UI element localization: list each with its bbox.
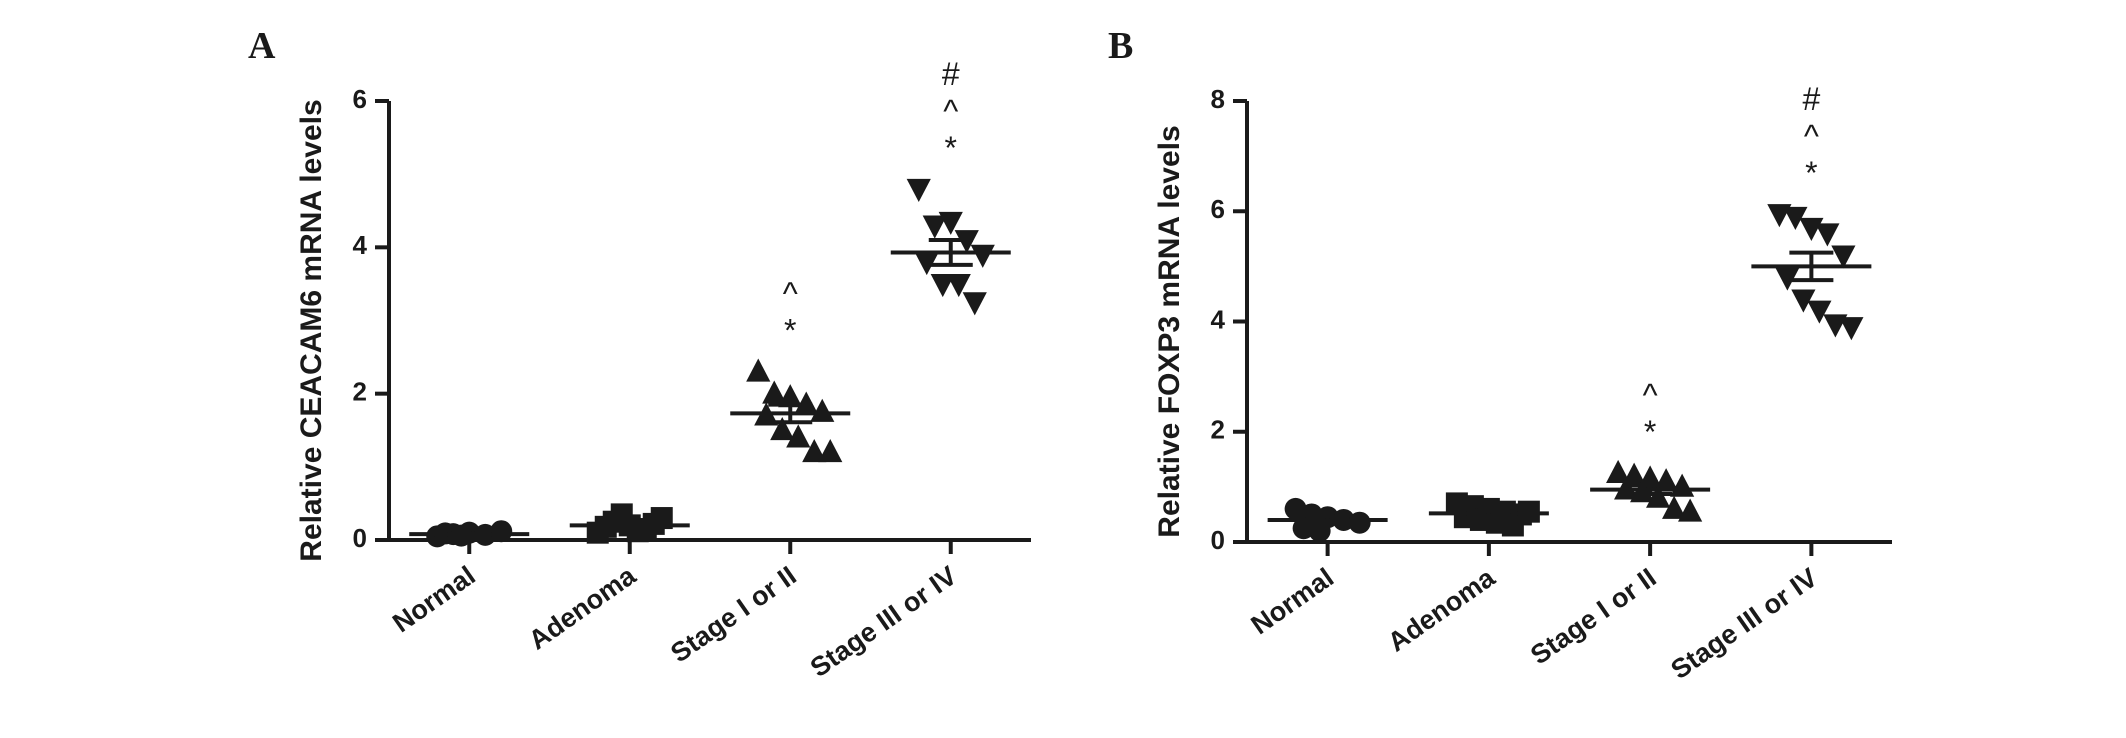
point	[802, 439, 827, 463]
x-tick-label: Adenoma	[523, 560, 642, 656]
point	[1775, 267, 1800, 291]
x-tick-label: Normal	[387, 560, 480, 638]
y-axis-label: Relative CEACAM6 mRNA levels	[295, 99, 328, 561]
x-tick-label: Stage I or II	[665, 560, 801, 668]
y-tick-label: 6	[1211, 194, 1225, 224]
significance-mark: ^	[1643, 377, 1658, 413]
significance-mark: #	[1802, 81, 1820, 117]
point	[1622, 462, 1647, 486]
point	[906, 178, 931, 202]
point	[490, 520, 513, 543]
point	[1678, 498, 1703, 522]
point	[946, 274, 971, 298]
point	[1662, 495, 1687, 519]
point	[1646, 484, 1671, 508]
point	[762, 380, 787, 404]
y-axis-label: Relative FOXP3 mRNA levels	[1153, 125, 1186, 537]
point	[1807, 300, 1832, 324]
x-tick-label: Stage III or IV	[1665, 562, 1822, 685]
panel-label: A	[248, 25, 276, 67]
point	[970, 244, 995, 268]
point	[922, 215, 947, 239]
point	[610, 503, 633, 526]
point	[778, 384, 803, 408]
point	[1638, 465, 1663, 489]
point	[1831, 245, 1856, 269]
point	[818, 439, 843, 463]
point	[1783, 206, 1808, 230]
y-tick-label: 6	[353, 84, 367, 114]
significance-mark: ^	[943, 93, 958, 129]
point	[1815, 223, 1840, 247]
point	[1308, 519, 1331, 542]
point	[786, 424, 811, 448]
y-tick-label: 8	[1211, 84, 1225, 114]
panel-label: B	[1108, 25, 1133, 67]
x-tick-label: Stage III or IV	[805, 560, 962, 683]
point	[1791, 289, 1816, 313]
x-tick-label: Adenoma	[1382, 562, 1501, 658]
x-tick-label: Stage I or II	[1525, 562, 1661, 670]
significance-mark: ^	[783, 276, 798, 312]
x-tick-label: Normal	[1246, 562, 1339, 640]
y-tick-label: 4	[353, 230, 368, 260]
point	[914, 252, 939, 276]
significance-mark: *	[1644, 414, 1656, 450]
point	[938, 211, 963, 235]
y-tick-label: 2	[1211, 415, 1225, 445]
point	[1606, 459, 1631, 483]
point	[1348, 511, 1371, 534]
significance-mark: *	[945, 130, 957, 166]
point	[746, 358, 771, 382]
significance-mark: *	[784, 313, 796, 349]
point	[1839, 317, 1864, 341]
point	[810, 398, 835, 422]
y-tick-label: 0	[353, 523, 367, 553]
significance-mark: *	[1805, 155, 1817, 191]
point	[962, 292, 987, 316]
point	[770, 417, 795, 441]
y-tick-label: 2	[353, 377, 367, 407]
significance-mark: #	[942, 56, 960, 92]
y-tick-label: 0	[1211, 525, 1225, 555]
point	[930, 274, 955, 298]
y-tick-label: 4	[1211, 304, 1226, 334]
significance-mark: ^	[1804, 118, 1819, 154]
